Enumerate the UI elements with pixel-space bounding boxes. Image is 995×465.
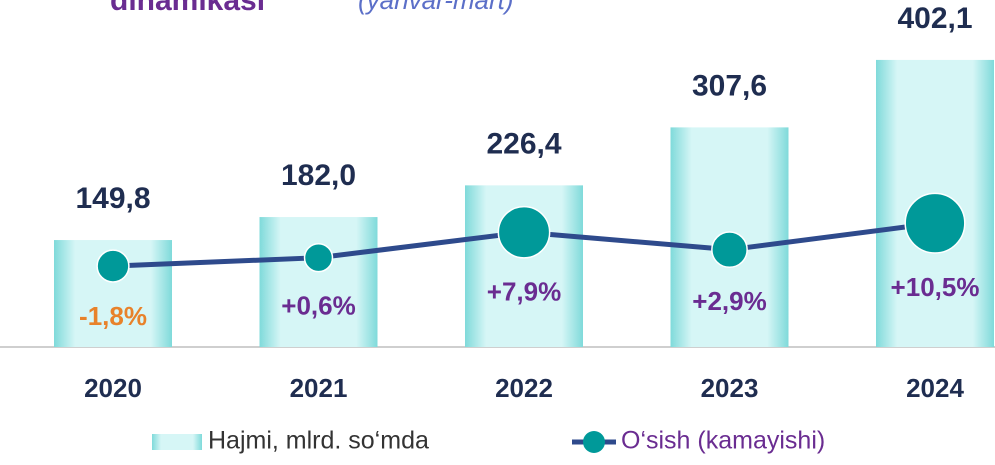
growth-label: -1,8% [79,301,147,331]
bar [259,217,378,347]
growth-label: +10,5% [891,272,980,302]
x-tick-label: 2020 [84,373,142,403]
legend-label: O‘sish (kamayishi) [621,427,825,455]
x-tick-label: 2024 [906,373,964,403]
bar-value-label: 149,8 [75,182,150,215]
marker [497,205,551,259]
growth-label: +7,9% [487,277,561,307]
bar-value-label: 402,1 [897,2,972,35]
x-tick-label: 2023 [701,373,759,403]
x-tick-label: 2021 [290,373,348,403]
chart-title: dinamikasi [110,0,265,17]
growth-label: +0,6% [281,291,355,321]
legend-label: Hajmi, mlrd. so‘mda [208,427,429,455]
marker [303,242,334,273]
bar-value-label: 226,4 [486,127,561,160]
marker [711,231,748,269]
growth-label: +2,9% [692,286,766,316]
marker [96,249,130,283]
marker [904,192,966,254]
x-tick-label: 2022 [495,373,553,403]
legend-marker-icon [583,431,605,453]
legend-bar-icon [152,434,202,450]
bar-value-label: 182,0 [281,159,356,192]
chart-subtitle: (yanvar-mart) [358,0,514,15]
bar-value-label: 307,6 [692,69,767,102]
